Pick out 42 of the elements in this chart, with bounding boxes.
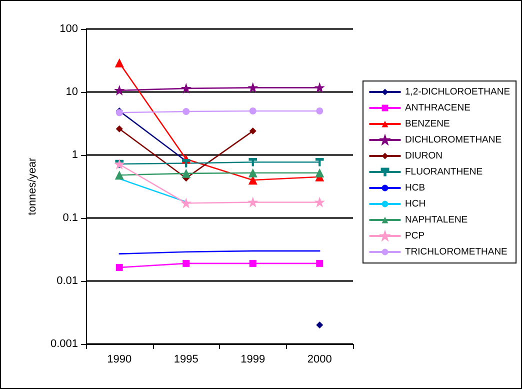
legend-label: BENZENE xyxy=(405,118,450,130)
x-tick-label: 1990 xyxy=(107,354,132,366)
y-tick-label: 1 xyxy=(72,149,78,161)
y-tick-label: 100 xyxy=(60,23,78,35)
y-tick-label: 0.1 xyxy=(62,212,78,224)
point xyxy=(182,84,190,93)
point xyxy=(248,168,258,178)
y-tick-label: 0.001 xyxy=(50,338,78,350)
y-tick-label: 10 xyxy=(66,86,78,98)
point xyxy=(249,107,256,114)
point xyxy=(114,58,124,68)
legend-label: PCP xyxy=(405,230,425,242)
legend-label: ANTHRACENE xyxy=(405,102,470,114)
legend-label: 1,2-DICHLOROETHANE xyxy=(405,86,510,98)
legend-label: HCH xyxy=(405,198,426,210)
x-tick-label: 1995 xyxy=(174,354,198,366)
point xyxy=(316,260,324,267)
y-tick-label: 0.01 xyxy=(56,275,78,287)
legend-label: DICHLOROMETHANE xyxy=(405,134,502,146)
point xyxy=(114,170,124,180)
point xyxy=(182,108,190,116)
point xyxy=(116,125,123,132)
x-tick-label: 1999 xyxy=(240,354,266,366)
point xyxy=(248,158,258,166)
point xyxy=(315,168,324,178)
point xyxy=(182,159,190,168)
point xyxy=(315,158,324,166)
point xyxy=(182,168,191,178)
legend-label: NAPHTALENE xyxy=(405,214,468,226)
y-axis-title: tonnes/year xyxy=(26,157,38,216)
legend-label: TRICHLOROMETHANE xyxy=(405,246,508,258)
x-tick-label: 2000 xyxy=(307,354,332,366)
legend-label: FLUORANTHENE xyxy=(405,166,483,178)
point xyxy=(182,260,190,267)
point xyxy=(115,86,124,95)
point xyxy=(316,107,324,114)
legend-label: DIURON xyxy=(405,150,443,162)
point xyxy=(116,264,123,271)
legend-label: HCB xyxy=(405,182,426,194)
point xyxy=(316,322,324,329)
point xyxy=(249,260,256,267)
point xyxy=(249,128,256,135)
